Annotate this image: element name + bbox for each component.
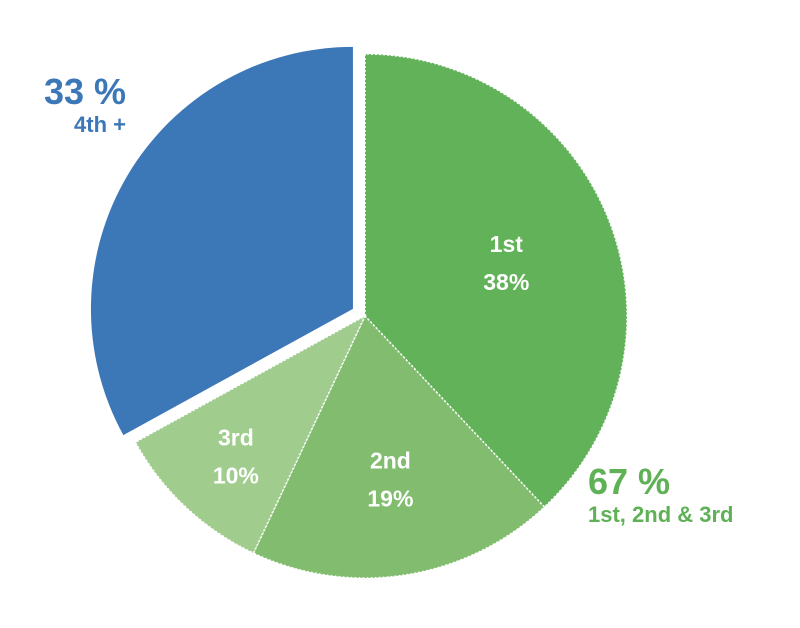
pie-slice-2nd [252, 314, 546, 579]
slice-value-1st: 38% [483, 269, 529, 295]
slice-value-2nd: 19% [367, 485, 413, 511]
callout-top-three-label: 1st, 2nd & 3rd [588, 502, 734, 527]
callout-4th-plus: 33 % 4th + [20, 72, 126, 138]
callout-4th-plus-label: 4th + [74, 112, 126, 137]
slice-label-1st: 1st [490, 231, 524, 257]
slice-label-2nd: 2nd [370, 447, 411, 473]
pie-slice-other [90, 46, 353, 436]
callout-top-three: 67 % 1st, 2nd & 3rd [588, 462, 733, 528]
callout-top-three-value: 67 % [588, 461, 671, 502]
pie-slice-1st [364, 53, 628, 509]
pie-slice-3rd [134, 314, 367, 555]
slice-value-3rd: 10% [213, 463, 259, 489]
slice-label-3rd: 3rd [218, 425, 254, 451]
callout-4th-plus-value: 33 % [43, 71, 126, 112]
